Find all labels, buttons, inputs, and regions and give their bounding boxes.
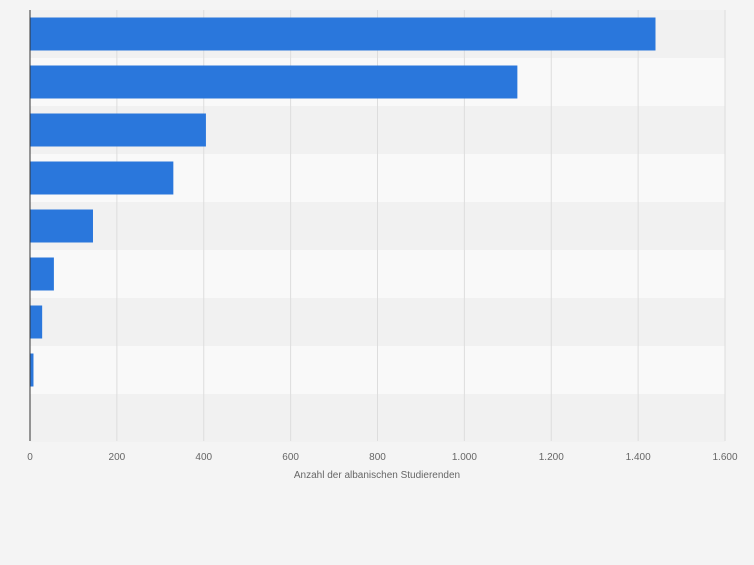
x-tick-label: 1.000 (452, 452, 477, 463)
bar (30, 353, 34, 387)
bar (30, 257, 54, 291)
bar (30, 17, 656, 51)
x-tick-label: 200 (109, 452, 126, 463)
bar (30, 209, 93, 243)
x-tick-label: 0 (27, 452, 33, 463)
bar (30, 161, 174, 195)
x-tick-label: 600 (282, 452, 299, 463)
x-tick-label: 400 (195, 452, 212, 463)
bar (30, 113, 206, 147)
x-tick-label: 1.200 (539, 452, 564, 463)
bar (30, 65, 518, 99)
bar (30, 305, 43, 339)
bars (30, 17, 656, 387)
x-tick-label: 1.600 (712, 452, 737, 463)
x-axis-label: Anzahl der albanischen Studierenden (294, 470, 460, 481)
x-tick-label: 800 (369, 452, 386, 463)
x-tick-labels: 0 200 400 600 800 1.000 1.200 1.400 1.600 (27, 452, 738, 463)
x-tick-label: 1.400 (626, 452, 651, 463)
